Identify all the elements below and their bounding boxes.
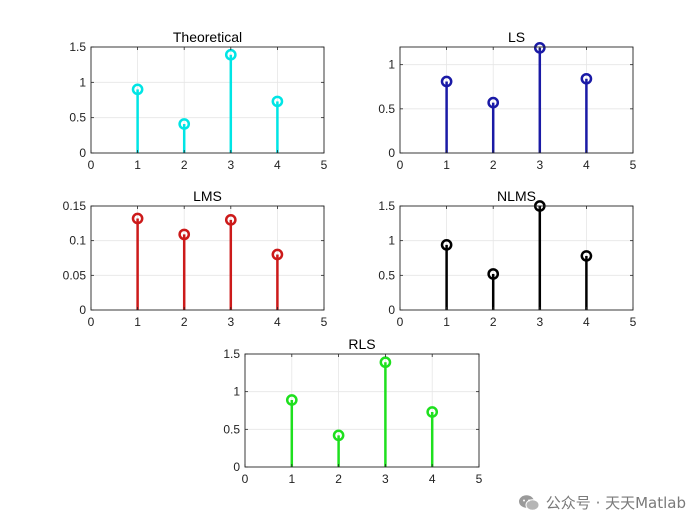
subplot-title: RLS	[348, 336, 375, 352]
stem-marker	[178, 118, 191, 130]
subplot-theoretical: 0 1 2 3 4 5 0 0.5 1 1.5 Theoretical	[69, 29, 327, 172]
y-tick-label: 0.15	[63, 199, 87, 213]
subplot-lms: 0 1 2 3 4 5 0 0.05 0.1 0.15 LMS	[63, 188, 328, 329]
y-tick-label: 1.5	[223, 347, 240, 361]
subplot-rls: 0 1 2 3 4 5 0 0.5 1 1.5 RLS	[223, 336, 482, 486]
y-tick-label: 0.5	[223, 422, 240, 436]
stem-marker	[426, 406, 439, 418]
y-tick-label: 1	[388, 58, 395, 72]
plot-area	[400, 206, 633, 310]
y-tick-label: 1.5	[378, 199, 395, 213]
stem-marker	[533, 42, 546, 54]
x-tick-label: 1	[443, 315, 450, 329]
x-tick-label: 5	[476, 472, 483, 486]
y-tick-label: 0.5	[378, 268, 395, 282]
x-tick-label: 1	[443, 158, 450, 172]
x-tick-label: 0	[397, 315, 404, 329]
stem-marker	[580, 250, 593, 262]
x-tick-label: 1	[288, 472, 295, 486]
y-tick-label: 0.1	[69, 234, 86, 248]
y-tick-label: 0	[233, 460, 240, 474]
x-tick-label: 0	[397, 158, 404, 172]
watermark-text: 公众号 · 天天Matlab	[545, 494, 686, 512]
x-tick-label: 0	[242, 472, 249, 486]
x-tick-label: 0	[88, 158, 95, 172]
x-tick-label: 1	[134, 315, 141, 329]
axes-box	[244, 353, 480, 468]
axes-box	[399, 205, 634, 311]
y-tick-label: 0	[79, 303, 86, 317]
subplot-nlms: 0 1 2 3 4 5 0 0.5 1 1.5 NLMS	[378, 188, 636, 329]
subplot-title: NLMS	[497, 188, 536, 204]
stem-marker	[379, 356, 392, 369]
stem-marker	[487, 96, 500, 109]
x-tick-label: 4	[274, 315, 281, 329]
stem-marker	[285, 394, 298, 406]
x-tick-label: 4	[583, 315, 590, 329]
y-tick-label: 1.5	[69, 40, 86, 54]
stem-marker	[332, 429, 345, 442]
x-tick-label: 2	[490, 158, 497, 172]
subplot-title: Theoretical	[173, 29, 242, 45]
x-tick-label: 4	[274, 158, 281, 172]
x-tick-label: 5	[630, 158, 637, 172]
x-tick-label: 3	[382, 472, 389, 486]
plot-area	[400, 47, 633, 153]
x-tick-label: 5	[321, 315, 328, 329]
axes-box	[399, 46, 634, 154]
stem-marker	[580, 72, 593, 85]
x-tick-label: 3	[536, 315, 543, 329]
y-tick-label: 1	[79, 75, 86, 89]
stem-marker	[440, 238, 453, 251]
x-tick-label: 2	[490, 315, 497, 329]
x-tick-label: 3	[536, 158, 543, 172]
x-tick-label: 5	[630, 315, 637, 329]
wechat-icon	[518, 494, 540, 511]
stem-marker	[440, 75, 453, 88]
stem-marker	[131, 212, 144, 225]
stem-marker	[271, 248, 284, 261]
x-tick-label: 0	[88, 315, 95, 329]
axes-box	[90, 205, 325, 311]
y-tick-label: 0.05	[63, 268, 87, 282]
stem-marker	[487, 268, 500, 280]
stem-marker	[224, 48, 237, 61]
x-tick-label: 3	[227, 315, 234, 329]
plot-area	[91, 206, 324, 310]
stem-marker	[271, 95, 284, 108]
y-tick-label: 1	[388, 234, 395, 248]
x-tick-label: 4	[429, 472, 436, 486]
y-tick-label: 0	[79, 146, 86, 160]
x-tick-label: 5	[321, 158, 328, 172]
x-tick-label: 1	[134, 158, 141, 172]
stem-marker	[224, 214, 237, 226]
x-tick-label: 2	[335, 472, 342, 486]
y-tick-label: 0	[388, 303, 395, 317]
x-tick-label: 2	[181, 315, 188, 329]
stem-marker	[178, 228, 191, 241]
stem-marker	[131, 83, 144, 96]
x-tick-label: 2	[181, 158, 188, 172]
subplot-title: LMS	[193, 188, 222, 204]
subplot-title: LS	[508, 29, 525, 45]
y-tick-label: 0	[388, 146, 395, 160]
y-tick-label: 1	[233, 385, 240, 399]
axes-box	[90, 46, 325, 154]
x-tick-label: 4	[583, 158, 590, 172]
subplot-ls: 0 1 2 3 4 5 0 0.5 1 LS	[378, 29, 636, 172]
x-tick-label: 3	[227, 158, 234, 172]
plot-area	[245, 354, 479, 467]
y-tick-label: 0.5	[69, 111, 86, 125]
plot-area	[91, 47, 324, 153]
watermark: 公众号 · 天天Matlab	[518, 492, 686, 513]
y-tick-label: 0.5	[378, 102, 395, 116]
